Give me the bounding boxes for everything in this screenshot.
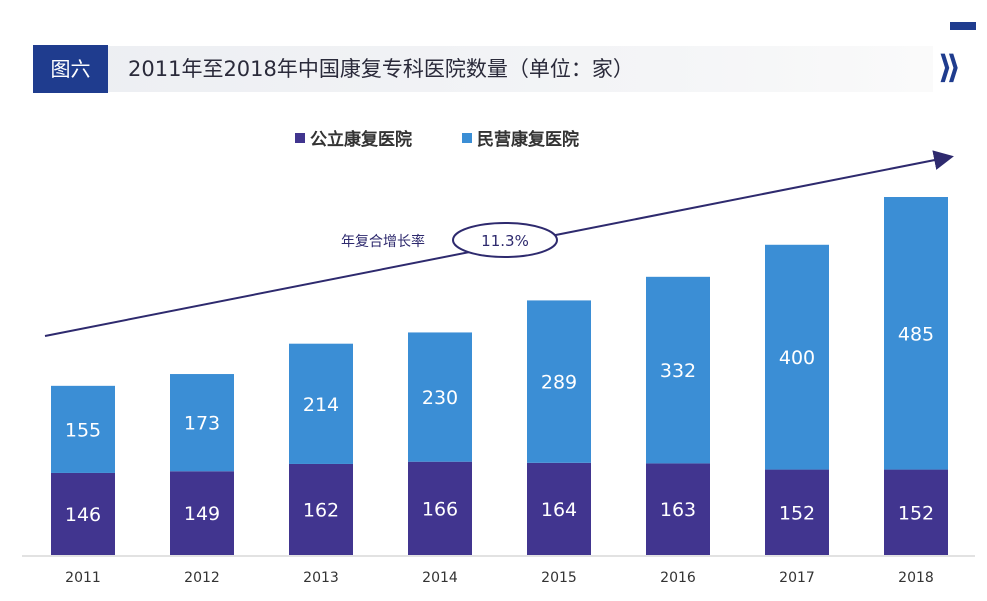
bar-segment — [289, 463, 353, 555]
bar-segment — [408, 332, 472, 462]
cagr-ellipse — [452, 222, 558, 258]
bar-segment — [765, 469, 829, 555]
data-label: 332 — [660, 360, 696, 382]
x-tick-label: 2018 — [898, 570, 934, 586]
data-label: 152 — [898, 502, 934, 524]
data-label: 162 — [303, 499, 339, 521]
bar-segment — [884, 197, 948, 470]
bar-segment — [765, 244, 829, 470]
legend-swatch — [295, 133, 305, 143]
bar-segment — [289, 343, 353, 464]
chart-title: 2011年至2018年中国康复专科医院数量（单位：家） — [128, 57, 634, 81]
cagr-value: 11.3% — [481, 232, 529, 250]
cagr-label: 年复合增长率 — [341, 233, 425, 250]
bar-segment — [884, 469, 948, 555]
data-label: 485 — [898, 323, 934, 345]
bar-segment — [170, 374, 234, 472]
x-tick-label: 2012 — [184, 570, 220, 586]
bar-segment — [646, 276, 710, 464]
bar-segment — [51, 385, 115, 473]
x-tick-label: 2017 — [779, 570, 815, 586]
x-tick-label: 2016 — [660, 570, 696, 586]
data-label: 146 — [65, 504, 101, 526]
bar-segment — [527, 462, 591, 555]
data-label: 289 — [541, 372, 577, 394]
x-tick-label: 2011 — [65, 570, 101, 586]
data-label: 166 — [422, 498, 458, 520]
data-label: 155 — [65, 419, 101, 441]
figure-label: 图六 — [33, 45, 108, 93]
data-label: 230 — [422, 387, 458, 409]
data-label: 152 — [779, 502, 815, 524]
bar-segment — [527, 300, 591, 463]
chevron-right-icon: ⟫ — [938, 48, 962, 86]
data-label: 400 — [779, 347, 815, 369]
bar-segment — [408, 461, 472, 555]
title-bar — [33, 46, 933, 92]
bar-segment — [170, 471, 234, 555]
data-label: 164 — [541, 499, 577, 521]
legend-label: 民营康复医院 — [477, 129, 579, 150]
data-label: 214 — [303, 394, 339, 416]
x-tick-label: 2014 — [422, 570, 458, 586]
decoration-bar-icon — [950, 22, 976, 30]
data-label: 173 — [184, 413, 220, 435]
bar-segment — [646, 463, 710, 555]
data-label: 149 — [184, 503, 220, 525]
x-tick-label: 2015 — [541, 570, 577, 586]
legend-label: 公立康复医院 — [310, 129, 412, 150]
legend-swatch — [462, 133, 472, 143]
x-tick-label: 2013 — [303, 570, 339, 586]
data-label: 163 — [660, 499, 696, 521]
bar-segment — [51, 472, 115, 555]
